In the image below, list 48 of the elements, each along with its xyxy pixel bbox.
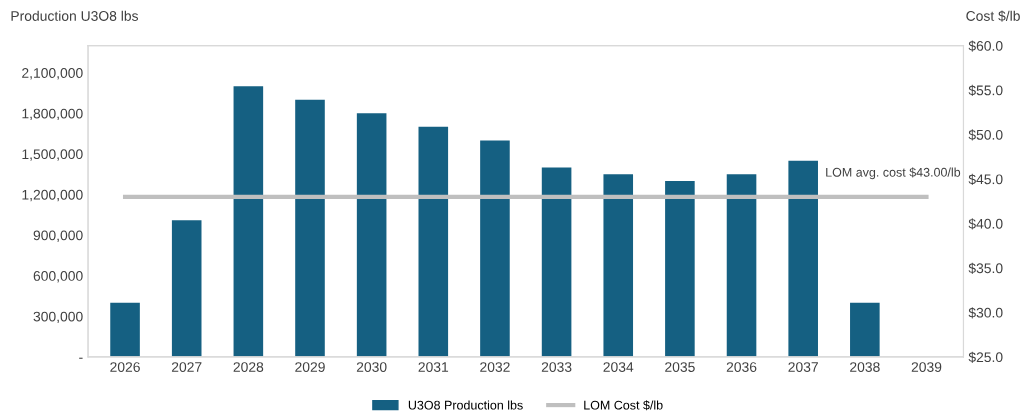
- bar: [726, 174, 757, 357]
- bar: [850, 302, 880, 357]
- bar: [541, 167, 572, 357]
- x-tick-label: 2034: [603, 362, 634, 372]
- y2-tick-label: $60.0: [968, 40, 1003, 52]
- bar: [110, 302, 140, 357]
- x-tick-label: 2027: [171, 362, 202, 372]
- x-tick-label: 2032: [480, 362, 510, 372]
- x-tick-label: 2031: [418, 362, 449, 372]
- x-tick-label: 2028: [233, 362, 264, 372]
- y2-tick-label: $25.0: [968, 351, 1003, 363]
- y-axis-title: Production U3O8 lbs: [11, 10, 139, 21]
- legend-label: U3O8 Production lbs: [408, 400, 523, 410]
- y2-tick-label: $50.0: [968, 129, 1003, 141]
- y2-axis-title: Cost $/lb: [966, 10, 1020, 22]
- bar: [356, 113, 387, 357]
- x-tick-label: 2039: [911, 362, 942, 372]
- bar: [171, 220, 202, 357]
- y-tick-label: 1,800,000: [22, 108, 83, 121]
- x-tick-label: 2026: [110, 362, 140, 372]
- y-tick-label: 900,000: [33, 230, 83, 242]
- bar: [480, 140, 510, 357]
- x-tick-label: 2033: [541, 362, 572, 372]
- y-tick-label: 600,000: [33, 271, 83, 283]
- x-tick-label: 2037: [788, 362, 818, 372]
- y-tick-label: 300,000: [33, 311, 83, 324]
- y-tick-label: 1,200,000: [22, 189, 83, 202]
- bar: [603, 174, 634, 357]
- x-tick-label: 2038: [850, 362, 880, 372]
- y2-tick-label: $30.0: [968, 307, 1003, 319]
- y2-tick-label: $40.0: [968, 218, 1003, 230]
- bar: [233, 86, 264, 357]
- y2-tick-label: $55.0: [968, 84, 1003, 97]
- y2-tick-label: $45.0: [968, 173, 1003, 186]
- legend-label: LOM Cost $/lb: [584, 400, 663, 411]
- y-tick-label: -: [79, 357, 83, 359]
- x-tick-label: 2036: [726, 362, 757, 372]
- x-tick-label: 2035: [665, 362, 695, 372]
- bar: [665, 180, 695, 357]
- bar: [418, 126, 449, 357]
- annotation: LOM avg. cost $43.00/lb: [826, 167, 961, 180]
- x-tick-label: 2030: [356, 362, 387, 372]
- y-tick-label: 2,100,000: [22, 68, 83, 80]
- y-tick-label: 1,500,000: [22, 149, 83, 161]
- x-tick-label: 2029: [295, 362, 325, 372]
- y2-tick-label: $35.0: [968, 262, 1003, 274]
- bar: [295, 99, 325, 357]
- bar: [788, 160, 818, 357]
